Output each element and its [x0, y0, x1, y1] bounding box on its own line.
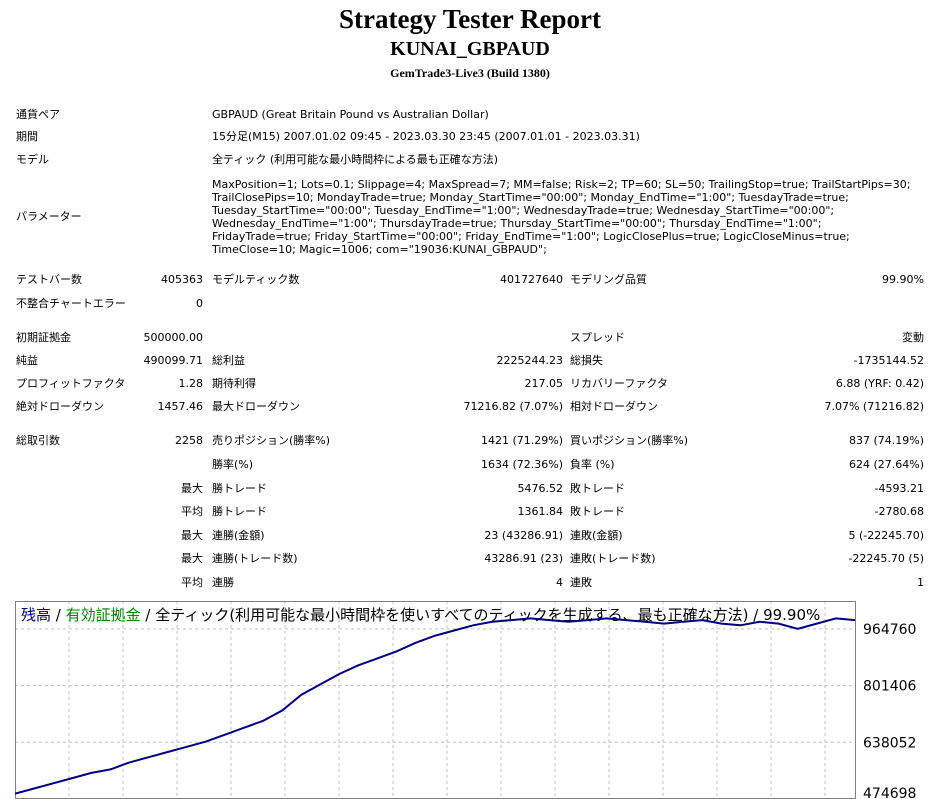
ticks-label: モデルティック数: [212, 273, 300, 286]
period-value: 15分足(M15) 2007.01.02 09:45 - 2023.03.30 …: [212, 130, 640, 143]
period-label: 期間: [16, 130, 38, 143]
short-value: 1421 (71.29%): [480, 434, 563, 447]
cons-profit-value: 43286.91 (23): [484, 552, 563, 565]
deposit-label: 初期証拠金: [16, 331, 71, 344]
errors-value: 0: [196, 297, 203, 310]
ticks-value: 401727640: [500, 273, 563, 286]
rel-dd-label: 相対ドローダウン: [570, 400, 658, 413]
y-tick-label: 638052: [863, 735, 916, 751]
gross-loss-value: -1735144.52: [853, 354, 924, 367]
y-tick-label: 801406: [863, 679, 917, 695]
avg-loss-label: 敗トレード: [570, 505, 625, 518]
gross-profit-label: 総利益: [212, 354, 245, 367]
balance-series-line: [15, 617, 856, 795]
largest-loss-label: 敗トレード: [570, 482, 625, 495]
legend-rest: / 全ティック(利用可能な最小時間枠を使いすべてのティックを生成する、最も正確な…: [141, 606, 821, 624]
params-value: MaxPosition=1; Lots=0.1; Slippage=4; Max…: [212, 178, 911, 256]
rf-label: リカバリーファクタ: [570, 377, 668, 390]
short-label: 売りポジション(勝率%): [212, 434, 331, 447]
avg-win-value: 1361.84: [517, 505, 564, 518]
largest-win-value: 5476.52: [517, 482, 564, 495]
spread-label: スプレッド: [570, 331, 625, 344]
max-word: 最大: [181, 552, 203, 565]
y-axis-ticks: 964760 801406 638052 474698: [863, 622, 917, 799]
quality-value: 99.90%: [882, 273, 924, 286]
symbol-value: GBPAUD (Great Britain Pound vs Australia…: [212, 108, 489, 121]
gross-loss-label: 総損失: [570, 354, 603, 367]
max-word: 最大: [181, 529, 203, 542]
pf-value: 1.28: [178, 377, 204, 390]
avg-word: 平均: [181, 505, 203, 518]
bars-label: テストバー数: [16, 273, 82, 286]
max-word: 最大: [181, 482, 203, 495]
loss-value: 624 (27.64%): [848, 458, 924, 471]
legend-balance: 残高: [21, 606, 51, 624]
legend-sep: /: [51, 606, 66, 624]
avg-loss-value: -2780.68: [874, 505, 924, 518]
trades-label: 総取引数: [16, 434, 60, 447]
largest-win-label: 勝トレード: [212, 482, 267, 495]
chart-legend: 残高 / 有効証拠金 / 全ティック(利用可能な最小時間枠を使いすべてのティック…: [21, 606, 820, 624]
pf-label: プロフィットファクタ: [16, 377, 126, 390]
bars-value: 405363: [161, 273, 203, 286]
long-value: 837 (74.19%): [848, 434, 924, 447]
max-dd-label: 最大ドローダウン: [212, 400, 300, 413]
model-label: モデル: [16, 153, 49, 166]
cons-wins-label: 連勝(金額): [212, 529, 265, 542]
avg-cons-wins-value: 4: [556, 576, 563, 589]
legend-equity: 有効証拠金: [66, 606, 141, 624]
avg-word: 平均: [181, 576, 203, 589]
avg-cons-wins-label: 連勝: [212, 576, 234, 589]
avg-win-label: 勝トレード: [212, 505, 267, 518]
avg-cons-losses-label: 連敗: [570, 576, 592, 589]
cons-losses-value: 5 (-22245.70): [848, 529, 924, 542]
payoff-label: 期待利得: [212, 377, 256, 390]
cons-profit-label: 連勝(トレード数): [212, 552, 298, 565]
report-subtitle: KUNAI_GBPAUD: [390, 38, 550, 60]
cons-loss-value: -22245.70 (5): [848, 552, 924, 565]
long-label: 買いポジション(勝率%): [570, 434, 689, 447]
params-label: パラメーター: [16, 210, 82, 223]
net-label: 純益: [16, 354, 38, 367]
quality-label: モデリング品質: [570, 273, 647, 286]
deposit-value: 500000.00: [143, 331, 204, 344]
largest-loss-value: -4593.21: [874, 482, 924, 495]
cons-loss-label: 連敗(トレード数): [570, 552, 656, 565]
avg-cons-losses-value: 1: [917, 576, 924, 589]
max-dd-value: 71216.82 (7.07%): [463, 400, 563, 413]
rf-value: 6.88 (YRF: 0.42): [835, 377, 924, 390]
loss-label: 負率 (%): [570, 458, 615, 471]
rel-dd-value: 7.07% (71216.82): [824, 400, 924, 413]
abs-dd-label: 絶対ドローダウン: [16, 400, 104, 413]
win-label: 勝率(%): [212, 458, 254, 471]
cons-wins-value: 23 (43286.91): [484, 529, 563, 542]
model-value: 全ティック (利用可能な最小時間枠による最も正確な方法): [212, 153, 499, 166]
net-value: 490099.71: [143, 354, 204, 367]
y-tick-label: 964760: [863, 622, 916, 638]
abs-dd-value: 1457.46: [157, 400, 204, 413]
errors-label: 不整合チャートエラー: [16, 297, 126, 310]
chart-grid: [15, 601, 855, 799]
win-value: 1634 (72.36%): [480, 458, 563, 471]
trades-value: 2258: [175, 434, 203, 447]
symbol-label: 通貨ペア: [16, 108, 60, 121]
plot-frame: [15, 601, 856, 799]
cons-losses-label: 連敗(金額): [570, 529, 623, 542]
spread-value: 変動: [902, 331, 924, 344]
y-tick-label: 474698: [863, 786, 916, 799]
payoff-value: 217.05: [524, 377, 564, 390]
server-name: GemTrade3-Live3 (Build 1380): [390, 66, 550, 80]
report-title: Strategy Tester Report: [339, 4, 601, 34]
balance-chart: 残高 / 有効証拠金 / 全ティック(利用可能な最小時間枠を使いすべてのティック…: [15, 601, 917, 799]
gross-profit-value: 2225244.23: [496, 354, 563, 367]
